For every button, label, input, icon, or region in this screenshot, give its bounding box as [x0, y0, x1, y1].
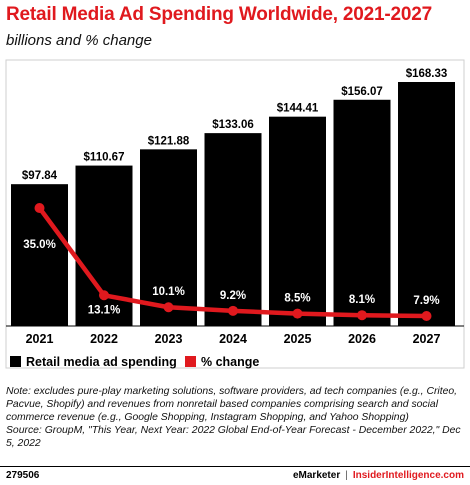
x-tick-label-2022: 2022: [90, 332, 118, 346]
bar-value-label-2026: $156.07: [341, 86, 383, 98]
pct-change-point-2026: [357, 310, 367, 321]
chart-subtitle: billions and % change: [6, 32, 152, 49]
pct-change-label-2024: 9.2%: [220, 290, 246, 302]
bar-2023: [140, 149, 197, 326]
bar-2022: [75, 165, 133, 326]
x-tick-label-2024: 2024: [219, 332, 247, 346]
brand-insiderintelligence: InsiderIntelligence.com: [352, 470, 464, 481]
pct-change-point-2023: [163, 302, 174, 313]
legend-swatch-change: [185, 356, 196, 367]
pct-change-label-2025: 8.5%: [284, 293, 310, 305]
legend: Retail media ad spending % change: [10, 355, 259, 369]
pct-change-label-2022: 13.1%: [88, 304, 121, 316]
bar-2024: [204, 133, 262, 326]
bar-2027: [398, 82, 455, 326]
footer-brand: eMarketer | InsiderIntelligence.com: [293, 470, 464, 481]
bar-2026: [333, 99, 391, 326]
x-tick-label-2023: 2023: [155, 332, 183, 346]
pct-change-point-2027: [421, 311, 432, 321]
pct-change-point-2022: [99, 290, 109, 301]
bar-2025: [269, 116, 326, 326]
pct-change-point-2021: [34, 203, 45, 213]
bar-value-label-2025: $144.41: [277, 103, 319, 115]
x-tick-label-2027: 2027: [413, 332, 441, 346]
legend-label-change: % change: [201, 355, 259, 369]
plot-frame: [5, 59, 465, 369]
pct-change-label-2027: 7.9%: [413, 295, 439, 307]
chart-title: Retail Media Ad Spending Worldwide, 2021…: [6, 4, 432, 25]
x-tick-label-2025: 2025: [284, 332, 312, 346]
bar-value-label-2022: $110.67: [84, 152, 125, 164]
brand-separator: |: [345, 470, 348, 481]
pct-change-point-2024: [228, 305, 238, 316]
source-text: Source: GroupM, "This Year, Next Year: 2…: [6, 425, 461, 449]
note-text: Note: excludes pure-play marketing solut…: [6, 386, 458, 423]
bar-value-label-2023: $121.88: [148, 135, 190, 147]
chart-id: 279506: [6, 470, 40, 481]
brand-emarketer: eMarketer: [292, 470, 341, 481]
legend-label-spending: Retail media ad spending: [26, 355, 177, 369]
x-tick-label-2021: 2021: [26, 332, 54, 346]
bar-value-label-2021: $97.84: [22, 170, 58, 182]
pct-change-label-2026: 8.1%: [349, 294, 375, 306]
bar-value-label-2027: $168.33: [406, 68, 448, 80]
legend-swatch-spending: [10, 356, 21, 367]
pct-change-point-2025: [292, 308, 303, 319]
chart-notes: Note: excludes pure-play marketing solut…: [6, 385, 464, 450]
chart: $97.84 $110.67 $121.88 $133.06 $144.41 $156.0…: [5, 59, 465, 369]
x-tick-label-2026: 2026: [348, 332, 376, 346]
footer-divider: [0, 466, 470, 467]
pct-change-label-2023: 10.1%: [152, 286, 185, 298]
pct-change-label-2021: 35.0%: [23, 239, 56, 251]
bar-value-label-2024: $133.06: [212, 119, 254, 131]
